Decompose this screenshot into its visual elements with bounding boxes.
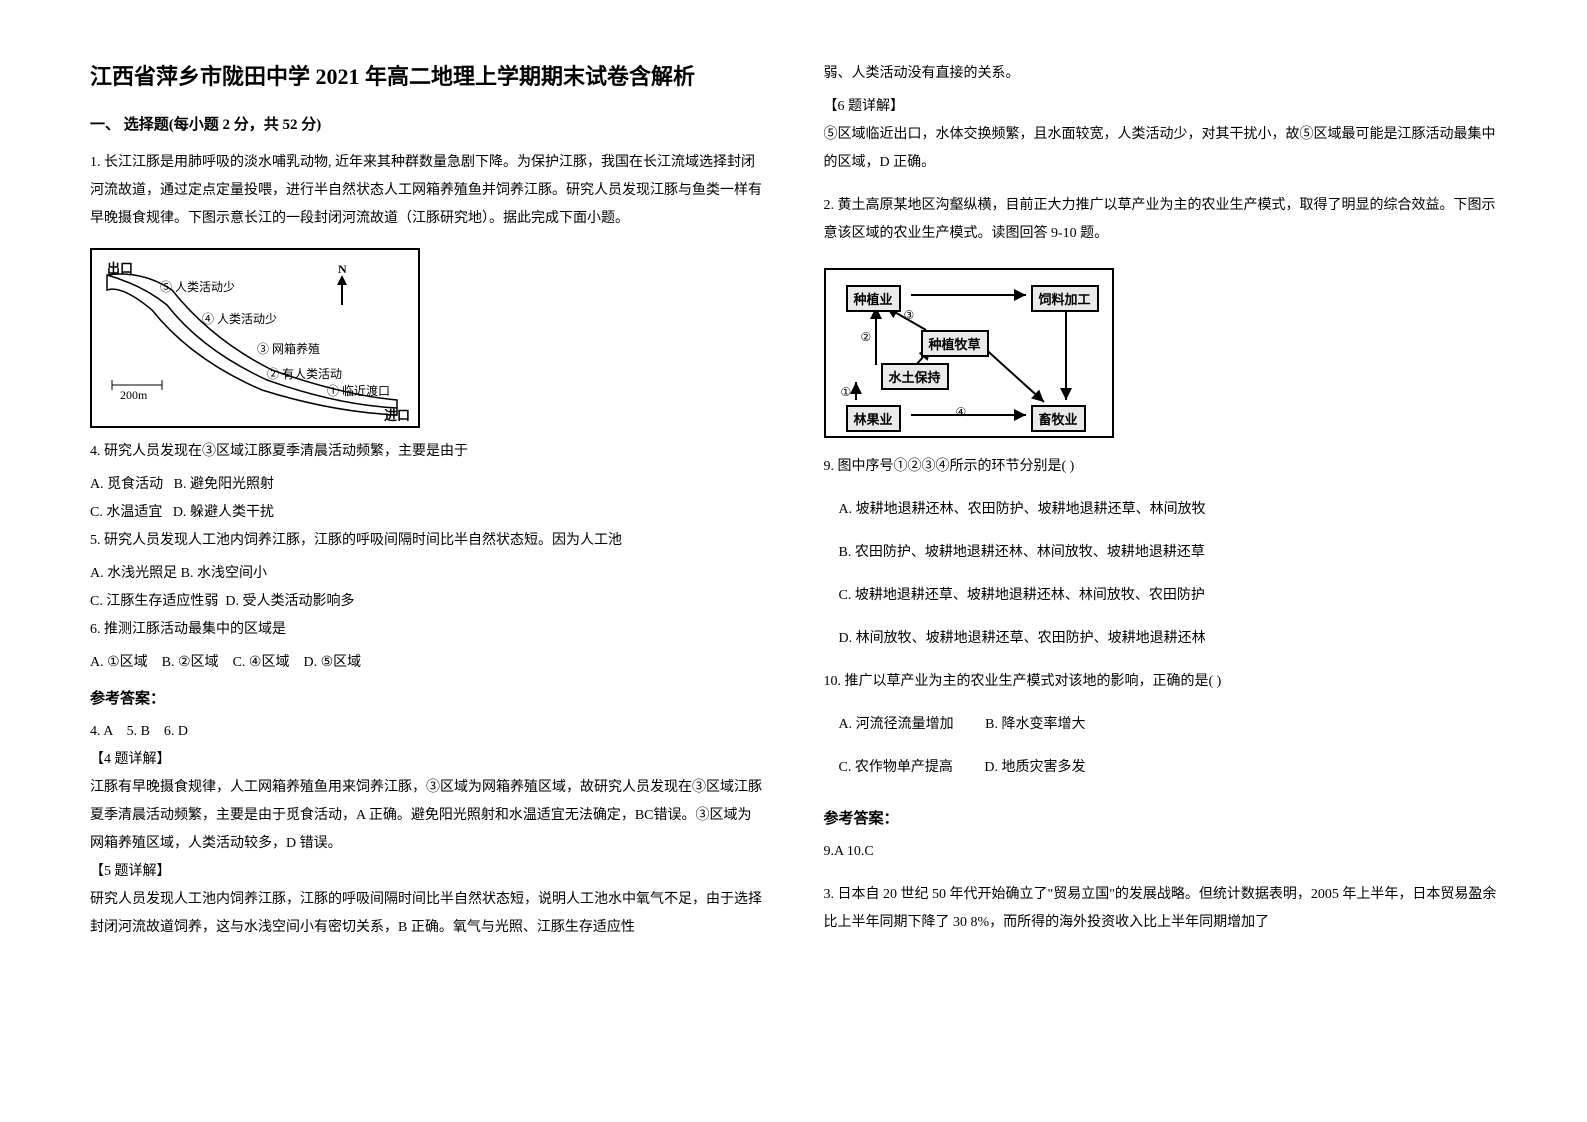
q5-opt-b: B. 水浅空间小 (181, 566, 267, 581)
q9-opt-b: B. 农田防护、坡耕地退耕还林、林间放牧、坡耕地退耕还草 (824, 539, 1498, 567)
q1-answer-label: 参考答案： (90, 687, 764, 708)
q4-opt-c: C. 水温适宜 (90, 505, 162, 520)
q1-answers: 4. A 5. B 6. D (90, 718, 764, 746)
box-water: 水土保持 (881, 363, 949, 390)
agriculture-diagram: 种植业 饲料加工 种植牧草 水土保持 林果业 畜牧业 ① ② ③ ④ (824, 268, 1114, 438)
box-livestock: 畜牧业 (1031, 405, 1086, 432)
detail4-text: 江豚有早晚摄食规律，人工网箱养殖鱼用来饲养江豚，③区域为网箱养殖区域，故研究人员… (90, 774, 764, 858)
q9-opt-d: D. 林间放牧、坡耕地退耕还草、农田防护、坡耕地退耕还林 (824, 625, 1498, 653)
exit-label: 出口 (107, 258, 133, 277)
q1-intro: 1. 长江江豚是用肺呼吸的淡水哺乳动物, 近年来其种群数量急剧下降。为保护江豚，… (90, 149, 764, 233)
diagram-label-4: ④ 人类活动少 (202, 310, 277, 327)
q4-opt-a: A. 觅食活动 (90, 477, 163, 492)
diagram-label-1: ① 临近渡口 (327, 382, 390, 399)
north-label: N (338, 262, 347, 277)
box-grass: 种植牧草 (921, 330, 989, 357)
q5-text: 5. 研究人员发现人工池内饲养江豚，江豚的呼吸间隔时间比半自然状态短。因为人工池 (90, 527, 764, 555)
diagram-label-3: ③ 网箱养殖 (257, 340, 320, 357)
q5-options-cd: C. 江豚生存适应性弱 D. 受人类活动影响多 (90, 588, 764, 616)
q5-options-ab: A. 水浅光照足 B. 水浅空间小 (90, 560, 764, 588)
q6-options: A. ①区域 B. ②区域 C. ④区域 D. ⑤区域 (90, 649, 764, 677)
q4-opt-b: B. 避免阳光照射 (174, 477, 274, 492)
circle-4: ④ (956, 405, 967, 420)
q2-answers: 9.A 10.C (824, 838, 1498, 866)
q10-opt-b: B. 降水变率增大 (985, 717, 1085, 732)
right-column: 弱、人类活动没有直接的关系。 【6 题详解】 ⑤区域临近出口，水体交换频繁，且水… (824, 60, 1498, 1062)
box-planting: 种植业 (846, 285, 901, 312)
diagram-label-2: ② 有人类活动 (267, 365, 342, 382)
box-feed: 饲料加工 (1031, 285, 1099, 312)
q10-options-cd: C. 农作物单产提高 D. 地质灾害多发 (824, 754, 1498, 782)
section-header: 一、 选择题(每小题 2 分，共 52 分) (90, 113, 764, 134)
detail6-text: ⑤区域临近出口，水体交换频繁，且水面较宽，人类活动少，对其干扰小，故⑤区域最可能… (824, 121, 1498, 177)
diagram-label-5: ⑤ 人类活动少 (160, 278, 235, 295)
river-diagram: 出口 ⑤ 人类活动少 ④ 人类活动少 ③ 网箱养殖 ② 有人类活动 ① 临近渡口… (90, 248, 420, 428)
detail6-label: 【6 题详解】 (824, 93, 1498, 121)
q10-text: 10. 推广以草产业为主的农业生产模式对该地的影响，正确的是( ) (824, 668, 1498, 696)
q5-opt-d: D. 受人类活动影响多 (225, 594, 354, 609)
left-column: 江西省萍乡市陇田中学 2021 年高二地理上学期期末试卷含解析 一、 选择题(每… (90, 60, 764, 1062)
detail4-label: 【4 题详解】 (90, 746, 764, 774)
q4-options-ab: A. 觅食活动 B. 避免阳光照射 (90, 471, 764, 499)
width-label: 200m (120, 388, 147, 403)
q6-opt-b: B. ②区域 (162, 655, 219, 670)
document-title: 江西省萍乡市陇田中学 2021 年高二地理上学期期末试卷含解析 (90, 60, 764, 93)
detail5-cont: 弱、人类活动没有直接的关系。 (824, 60, 1498, 88)
q6-text: 6. 推测江豚活动最集中的区域是 (90, 616, 764, 644)
q5-opt-a: A. 水浅光照足 (90, 566, 177, 581)
q4-options-cd: C. 水温适宜 D. 躲避人类干扰 (90, 499, 764, 527)
q3-intro: 3. 日本自 20 世纪 50 年代开始确立了"贸易立国"的发展战略。但统计数据… (824, 881, 1498, 937)
detail5-label: 【5 题详解】 (90, 858, 764, 886)
circle-1: ① (841, 385, 852, 400)
circle-2: ② (861, 330, 872, 345)
box-forest: 林果业 (846, 405, 901, 432)
q10-opt-c: C. 农作物单产提高 (839, 760, 953, 775)
q10-opt-a: A. 河流径流量增加 (839, 717, 954, 732)
q10-opt-d: D. 地质灾害多发 (984, 760, 1085, 775)
q9-text: 9. 图中序号①②③④所示的环节分别是( ) (824, 453, 1498, 481)
q4-text: 4. 研究人员发现在③区域江豚夏季清晨活动频繁，主要是由于 (90, 438, 764, 466)
circle-3: ③ (904, 308, 915, 323)
q10-options-ab: A. 河流径流量增加 B. 降水变率增大 (824, 711, 1498, 739)
q2-intro: 2. 黄土高原某地区沟壑纵横，目前正大力推广以草产业为主的农业生产模式，取得了明… (824, 192, 1498, 248)
q6-opt-d: D. ⑤区域 (303, 655, 361, 670)
q2-answer-label: 参考答案： (824, 807, 1498, 828)
entry-label: 进口 (384, 405, 410, 424)
q9-opt-c: C. 坡耕地退耕还草、坡耕地退耕还林、林间放牧、农田防护 (824, 582, 1498, 610)
q6-opt-a: A. ①区域 (90, 655, 148, 670)
q6-opt-c: C. ④区域 (233, 655, 290, 670)
detail5-text: 研究人员发现人工池内饲养江豚，江豚的呼吸间隔时间比半自然状态短，说明人工池水中氧… (90, 886, 764, 942)
q9-opt-a: A. 坡耕地退耕还林、农田防护、坡耕地退耕还草、林间放牧 (824, 496, 1498, 524)
q5-opt-c: C. 江豚生存适应性弱 (90, 594, 218, 609)
q4-opt-d: D. 躲避人类干扰 (173, 505, 274, 520)
